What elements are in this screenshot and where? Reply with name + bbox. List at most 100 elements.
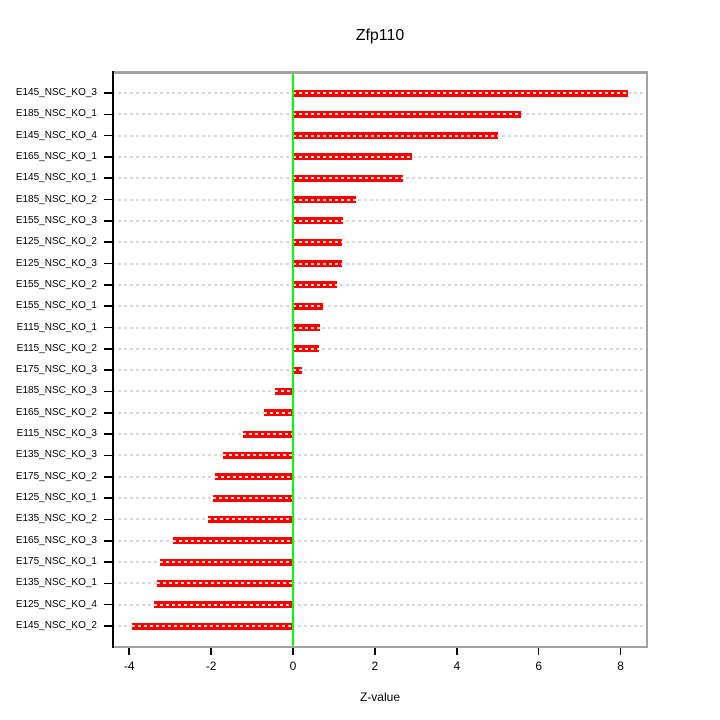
bar <box>293 324 321 332</box>
category-label: E145_NSC_KO_4 <box>15 129 97 141</box>
gridline <box>112 390 648 393</box>
y-tick <box>104 603 112 606</box>
category-label: E115_NSC_KO_1 <box>16 321 97 333</box>
gridline <box>112 326 648 329</box>
bar <box>293 132 498 140</box>
x-tick-label: 4 <box>453 659 461 673</box>
gridline <box>112 198 648 201</box>
bar-dash-pattern <box>293 219 343 222</box>
bar <box>153 601 293 609</box>
category-label: E175_NSC_KO_1 <box>15 556 97 568</box>
bar <box>274 387 293 395</box>
bar <box>293 345 320 353</box>
category-label: E165_NSC_KO_1 <box>15 150 97 162</box>
bar-dash-pattern <box>293 369 303 372</box>
y-tick <box>104 348 112 350</box>
y-tick <box>104 113 112 116</box>
y-tick <box>104 92 112 94</box>
category-label: E175_NSC_KO_3 <box>15 364 97 376</box>
bar-dash-pattern <box>173 539 293 542</box>
y-tick <box>104 284 112 286</box>
x-tick-label: 2 <box>371 659 379 673</box>
y-tick <box>104 454 112 457</box>
bar <box>293 281 337 289</box>
category-label: E145_NSC_KO_1 <box>15 172 97 184</box>
gridline <box>112 411 648 414</box>
x-tick <box>292 648 294 655</box>
x-tick <box>374 648 376 655</box>
y-tick <box>104 198 112 201</box>
bar-dash-pattern <box>293 241 342 244</box>
bar <box>215 473 293 481</box>
y-tick <box>104 220 112 222</box>
bar-dash-pattern <box>223 454 293 457</box>
y-tick <box>104 390 112 393</box>
gridline <box>112 283 648 286</box>
bar <box>293 366 303 374</box>
x-tick <box>128 648 130 655</box>
category-label: E155_NSC_KO_3 <box>15 214 97 226</box>
gridline <box>112 518 648 521</box>
bar <box>293 238 342 246</box>
y-tick <box>104 262 112 265</box>
gridline <box>112 497 648 500</box>
gridline <box>112 433 648 436</box>
plot-border-right <box>645 71 648 648</box>
bar <box>263 409 293 417</box>
category-label: E165_NSC_KO_3 <box>15 534 97 546</box>
bar-dash-pattern <box>263 411 293 414</box>
bar <box>207 515 293 523</box>
bar-dash-pattern <box>293 262 342 265</box>
bar-dash-pattern <box>207 518 293 521</box>
category-label: E175_NSC_KO_2 <box>15 470 97 482</box>
bar <box>173 537 293 545</box>
gridline <box>112 241 648 244</box>
gridline <box>112 454 648 457</box>
bar <box>157 579 293 587</box>
bar-dash-pattern <box>131 625 293 627</box>
bar-dash-pattern <box>243 433 293 436</box>
bar <box>293 302 324 310</box>
bar-dash-pattern <box>274 390 293 393</box>
plot-border-top <box>112 71 648 74</box>
bar-dash-pattern <box>293 283 337 286</box>
bar-dash-pattern <box>293 134 498 137</box>
bar <box>293 217 343 225</box>
x-tick-label: -2 <box>205 659 217 673</box>
gridline <box>112 539 648 542</box>
plot-border-bottom <box>112 645 648 648</box>
x-axis-title: Z-value <box>359 690 400 704</box>
bar-dash-pattern <box>153 603 293 606</box>
gridline <box>112 582 648 585</box>
bar-dash-pattern <box>293 177 403 180</box>
bar <box>293 110 522 118</box>
y-axis-line <box>112 71 114 648</box>
y-tick <box>104 433 112 435</box>
y-tick <box>104 497 112 499</box>
category-label: E125_NSC_KO_2 <box>15 236 97 248</box>
category-label: E135_NSC_KO_1 <box>15 577 97 589</box>
plot-area: E145_NSC_KO_3 E185_NSC_KO_1 E145_NSC_KO_4 E… <box>16 71 648 673</box>
y-tick <box>104 134 112 137</box>
bar <box>131 622 293 630</box>
category-label: E135_NSC_KO_3 <box>15 449 97 461</box>
bar <box>293 260 342 268</box>
y-tick <box>104 305 112 307</box>
x-tick <box>456 648 458 655</box>
y-tick <box>104 241 112 244</box>
bar-dash-pattern <box>293 198 357 201</box>
bar-dash-pattern <box>293 347 320 350</box>
x-tick <box>537 648 540 655</box>
bar <box>293 174 403 182</box>
gridline <box>112 305 648 308</box>
bar-dash-pattern <box>293 326 321 329</box>
bar-dash-pattern <box>293 113 522 116</box>
bar <box>243 430 293 438</box>
category-label: E145_NSC_KO_3 <box>15 87 97 98</box>
category-label: E115_NSC_KO_3 <box>16 428 97 440</box>
category-label: E165_NSC_KO_2 <box>15 406 97 418</box>
gridline <box>112 369 648 372</box>
category-label: E185_NSC_KO_2 <box>15 193 97 205</box>
gridline <box>112 219 648 222</box>
